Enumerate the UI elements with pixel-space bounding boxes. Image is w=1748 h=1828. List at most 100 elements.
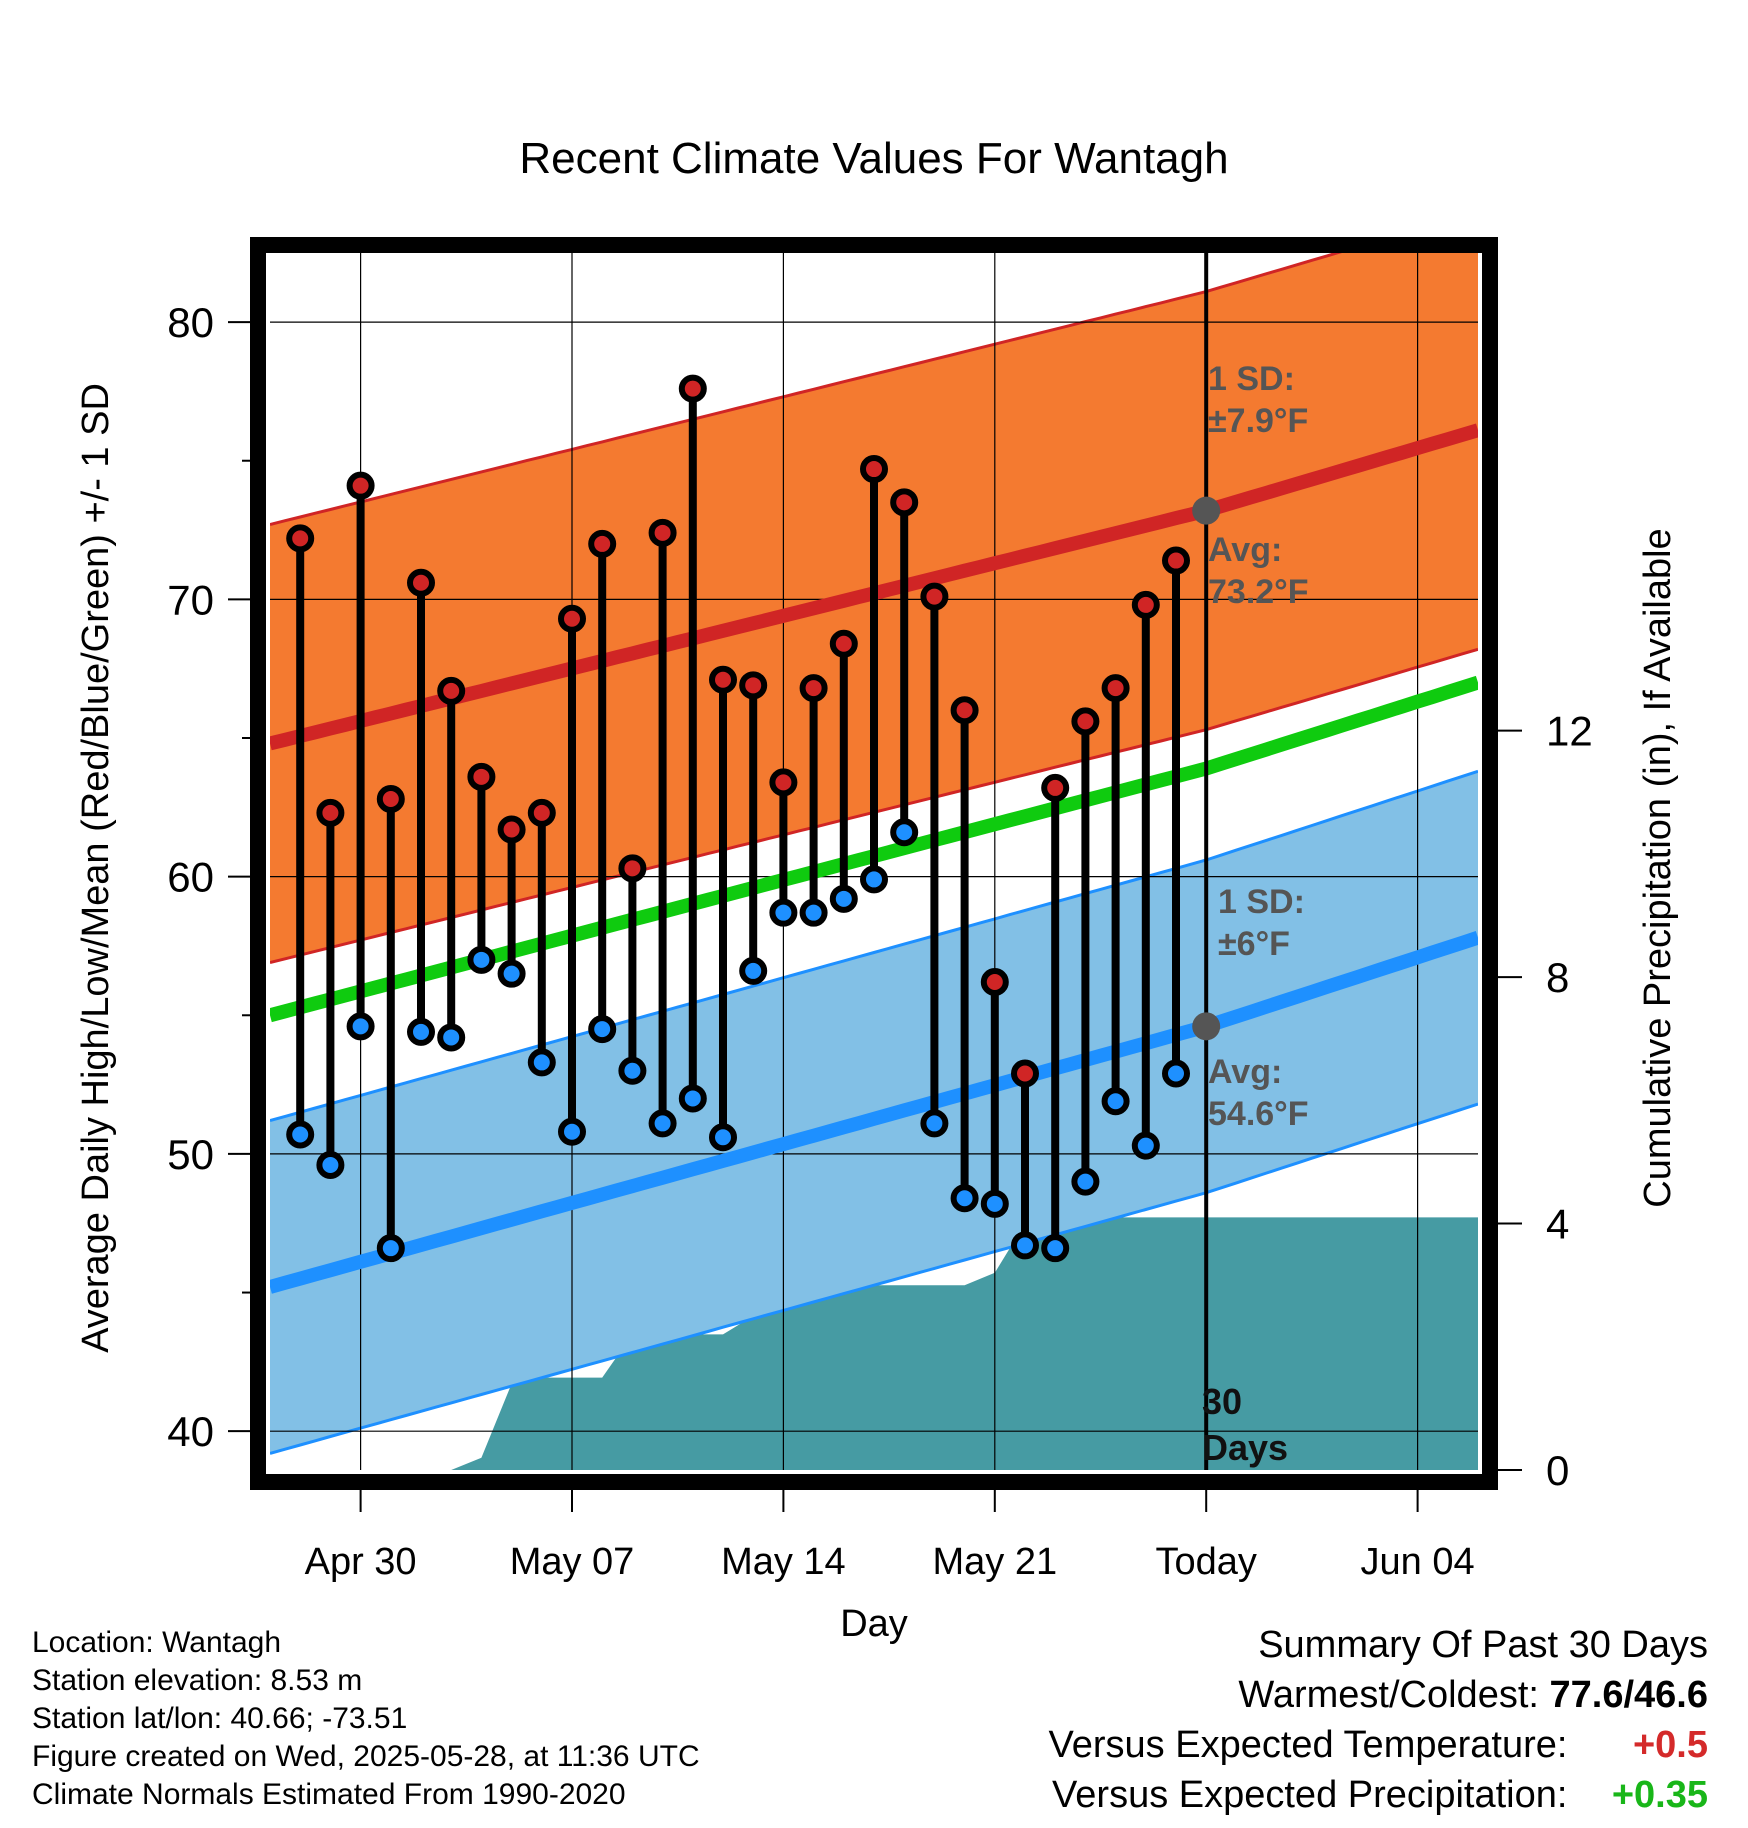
low-sd-label-1: ±6°F: [1218, 925, 1290, 963]
high-point: [799, 674, 828, 703]
high-sd-label-0: 1 SD:: [1208, 360, 1295, 398]
low-point: [950, 1184, 979, 1213]
high-point: [1101, 674, 1130, 703]
high-point: [316, 798, 345, 827]
y2-axis-label: Cumulative Precipitation (in), If Availa…: [1637, 528, 1679, 1207]
x-tick-label: May 21: [932, 1541, 1057, 1583]
low-point: [286, 1120, 315, 1149]
low-point: [558, 1117, 586, 1146]
elevation-text: Station elevation: 8.53 m: [32, 1664, 363, 1697]
station-info: Location: Wantagh Station elevation: 8.5…: [32, 1624, 700, 1814]
high-point: [1071, 707, 1100, 736]
low-point: [1041, 1234, 1070, 1263]
created-text: Figure created on Wed, 2025-05-28, at 11…: [32, 1740, 700, 1773]
high-point: [1131, 590, 1160, 619]
low-point: [799, 898, 828, 927]
y-tick-label: 70: [167, 576, 214, 623]
temp-value: +0.5: [1632, 1724, 1708, 1766]
high-point: [346, 471, 375, 500]
plot-area: [270, 250, 1478, 1470]
low-avg-label-0: Avg:: [1208, 1053, 1282, 1091]
low-point: [1071, 1167, 1100, 1196]
low-point: [829, 884, 858, 913]
high-point: [980, 968, 1009, 996]
low-band-upper-edge: [270, 769, 1478, 1123]
low-point: [527, 1048, 556, 1077]
x-tick-label: May 14: [721, 1541, 846, 1583]
high-point: [1162, 546, 1190, 575]
today-days-label-0: 30: [1202, 1381, 1242, 1422]
low-avg-label-1: 54.6°F: [1208, 1095, 1309, 1133]
chart-title: Recent Climate Values For Wantagh: [519, 134, 1228, 183]
high-point: [950, 696, 979, 725]
warmest-coldest-label: Warmest/Coldest:: [1238, 1674, 1539, 1716]
warmest-coldest-value: 77.6/46.6: [1549, 1674, 1708, 1716]
high-point: [618, 854, 647, 883]
high-point: [709, 665, 737, 694]
y-tick-label: 40: [167, 1408, 214, 1455]
low-point: [678, 1084, 707, 1113]
low-band-lower-edge: [270, 1102, 1478, 1455]
low-point: [346, 1012, 375, 1041]
low-point: [437, 1023, 466, 1052]
high-point: [860, 455, 888, 484]
today-low-avg-marker: [1192, 1012, 1221, 1041]
high-point: [588, 529, 617, 558]
low-point: [739, 956, 768, 985]
today-days-label-1: Days: [1202, 1427, 1288, 1468]
low-point: [407, 1017, 435, 1046]
low-point: [1131, 1131, 1160, 1160]
precip-value: +0.35: [1611, 1774, 1708, 1816]
y-tick-label: 50: [167, 1131, 214, 1178]
x-axis-label: Day: [840, 1603, 908, 1645]
high-point: [527, 798, 556, 827]
y-axis-label: Average Daily High/Low/Mean (Red/Blue/Gr…: [75, 383, 117, 1353]
high-point: [739, 671, 768, 700]
low-point: [376, 1234, 405, 1263]
summary-warmest-coldest: Warmest/Coldest: 77.6/46.6: [1049, 1670, 1708, 1720]
high-point: [890, 488, 919, 517]
summary-panel: Summary Of Past 30 Days Warmest/Coldest:…: [1049, 1620, 1708, 1820]
low-point: [588, 1015, 617, 1044]
high-point: [497, 815, 526, 844]
high-avg-label-1: 73.2°F: [1208, 573, 1309, 611]
low-point: [709, 1123, 737, 1152]
high-point: [678, 374, 707, 403]
low-point: [618, 1056, 647, 1085]
summary-temp: Versus Expected Temperature: +0.5: [1049, 1720, 1708, 1770]
high-point: [407, 568, 435, 597]
y2-tick-label: 8: [1546, 954, 1569, 1001]
low-avg-line: [270, 930, 1478, 1294]
high-point: [437, 676, 466, 705]
normals-text: Climate Normals Estimated From 1990-2020: [32, 1778, 626, 1811]
latlon-text: Station lat/lon: 40.66; -73.51: [32, 1702, 408, 1735]
low-point: [920, 1109, 949, 1138]
plot-frame: [250, 237, 1498, 1490]
high-point: [286, 524, 315, 553]
y2-tick-label: 0: [1546, 1447, 1569, 1494]
high-band-upper-edge: [270, 250, 1353, 526]
low-point: [1101, 1087, 1130, 1116]
low-point: [769, 898, 798, 927]
high-point: [1011, 1059, 1039, 1088]
high-point: [829, 629, 858, 658]
low-point: [1011, 1231, 1039, 1260]
x-tick-label: Apr 30: [305, 1541, 417, 1583]
high-point: [920, 582, 949, 611]
low-point: [497, 959, 526, 988]
summary-heading: Summary Of Past 30 Days: [1258, 1624, 1708, 1666]
high-avg-label-0: Avg:: [1208, 531, 1282, 569]
x-tick-label: May 07: [510, 1541, 635, 1583]
high-point: [467, 762, 496, 791]
high-point: [769, 768, 798, 797]
low-point: [890, 818, 919, 847]
x-tick-label: Jun 04: [1361, 1541, 1475, 1583]
low-point: [648, 1109, 677, 1138]
today-high-avg-marker: [1192, 496, 1221, 525]
y-tick-label: 60: [167, 854, 214, 901]
temp-label: Versus Expected Temperature:: [1048, 1724, 1568, 1766]
summary-precip: Versus Expected Precipitation: +0.35: [1049, 1770, 1708, 1820]
low-point: [1162, 1059, 1190, 1088]
x-tick-label: Today: [1155, 1541, 1256, 1583]
